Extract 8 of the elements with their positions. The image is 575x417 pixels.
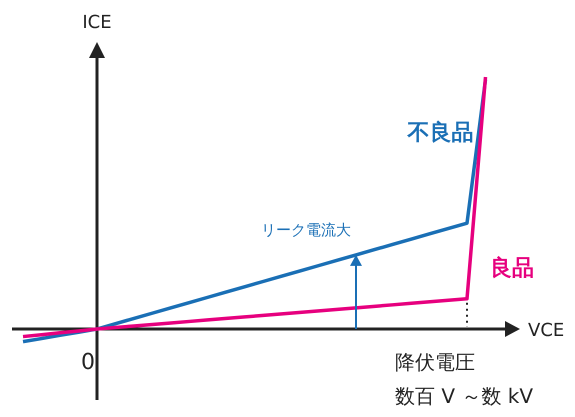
x-axis-title: VCE bbox=[528, 320, 564, 341]
y-axis-title: ICE bbox=[82, 12, 112, 33]
text: 降伏電圧 bbox=[395, 350, 475, 374]
text: 数百 V ～数 kV bbox=[395, 384, 534, 408]
annotation: リーク電流大 bbox=[261, 220, 351, 239]
series-label: 不良品 bbox=[406, 120, 474, 146]
text: 0 bbox=[81, 350, 95, 375]
series-label: 良品 bbox=[490, 254, 534, 281]
